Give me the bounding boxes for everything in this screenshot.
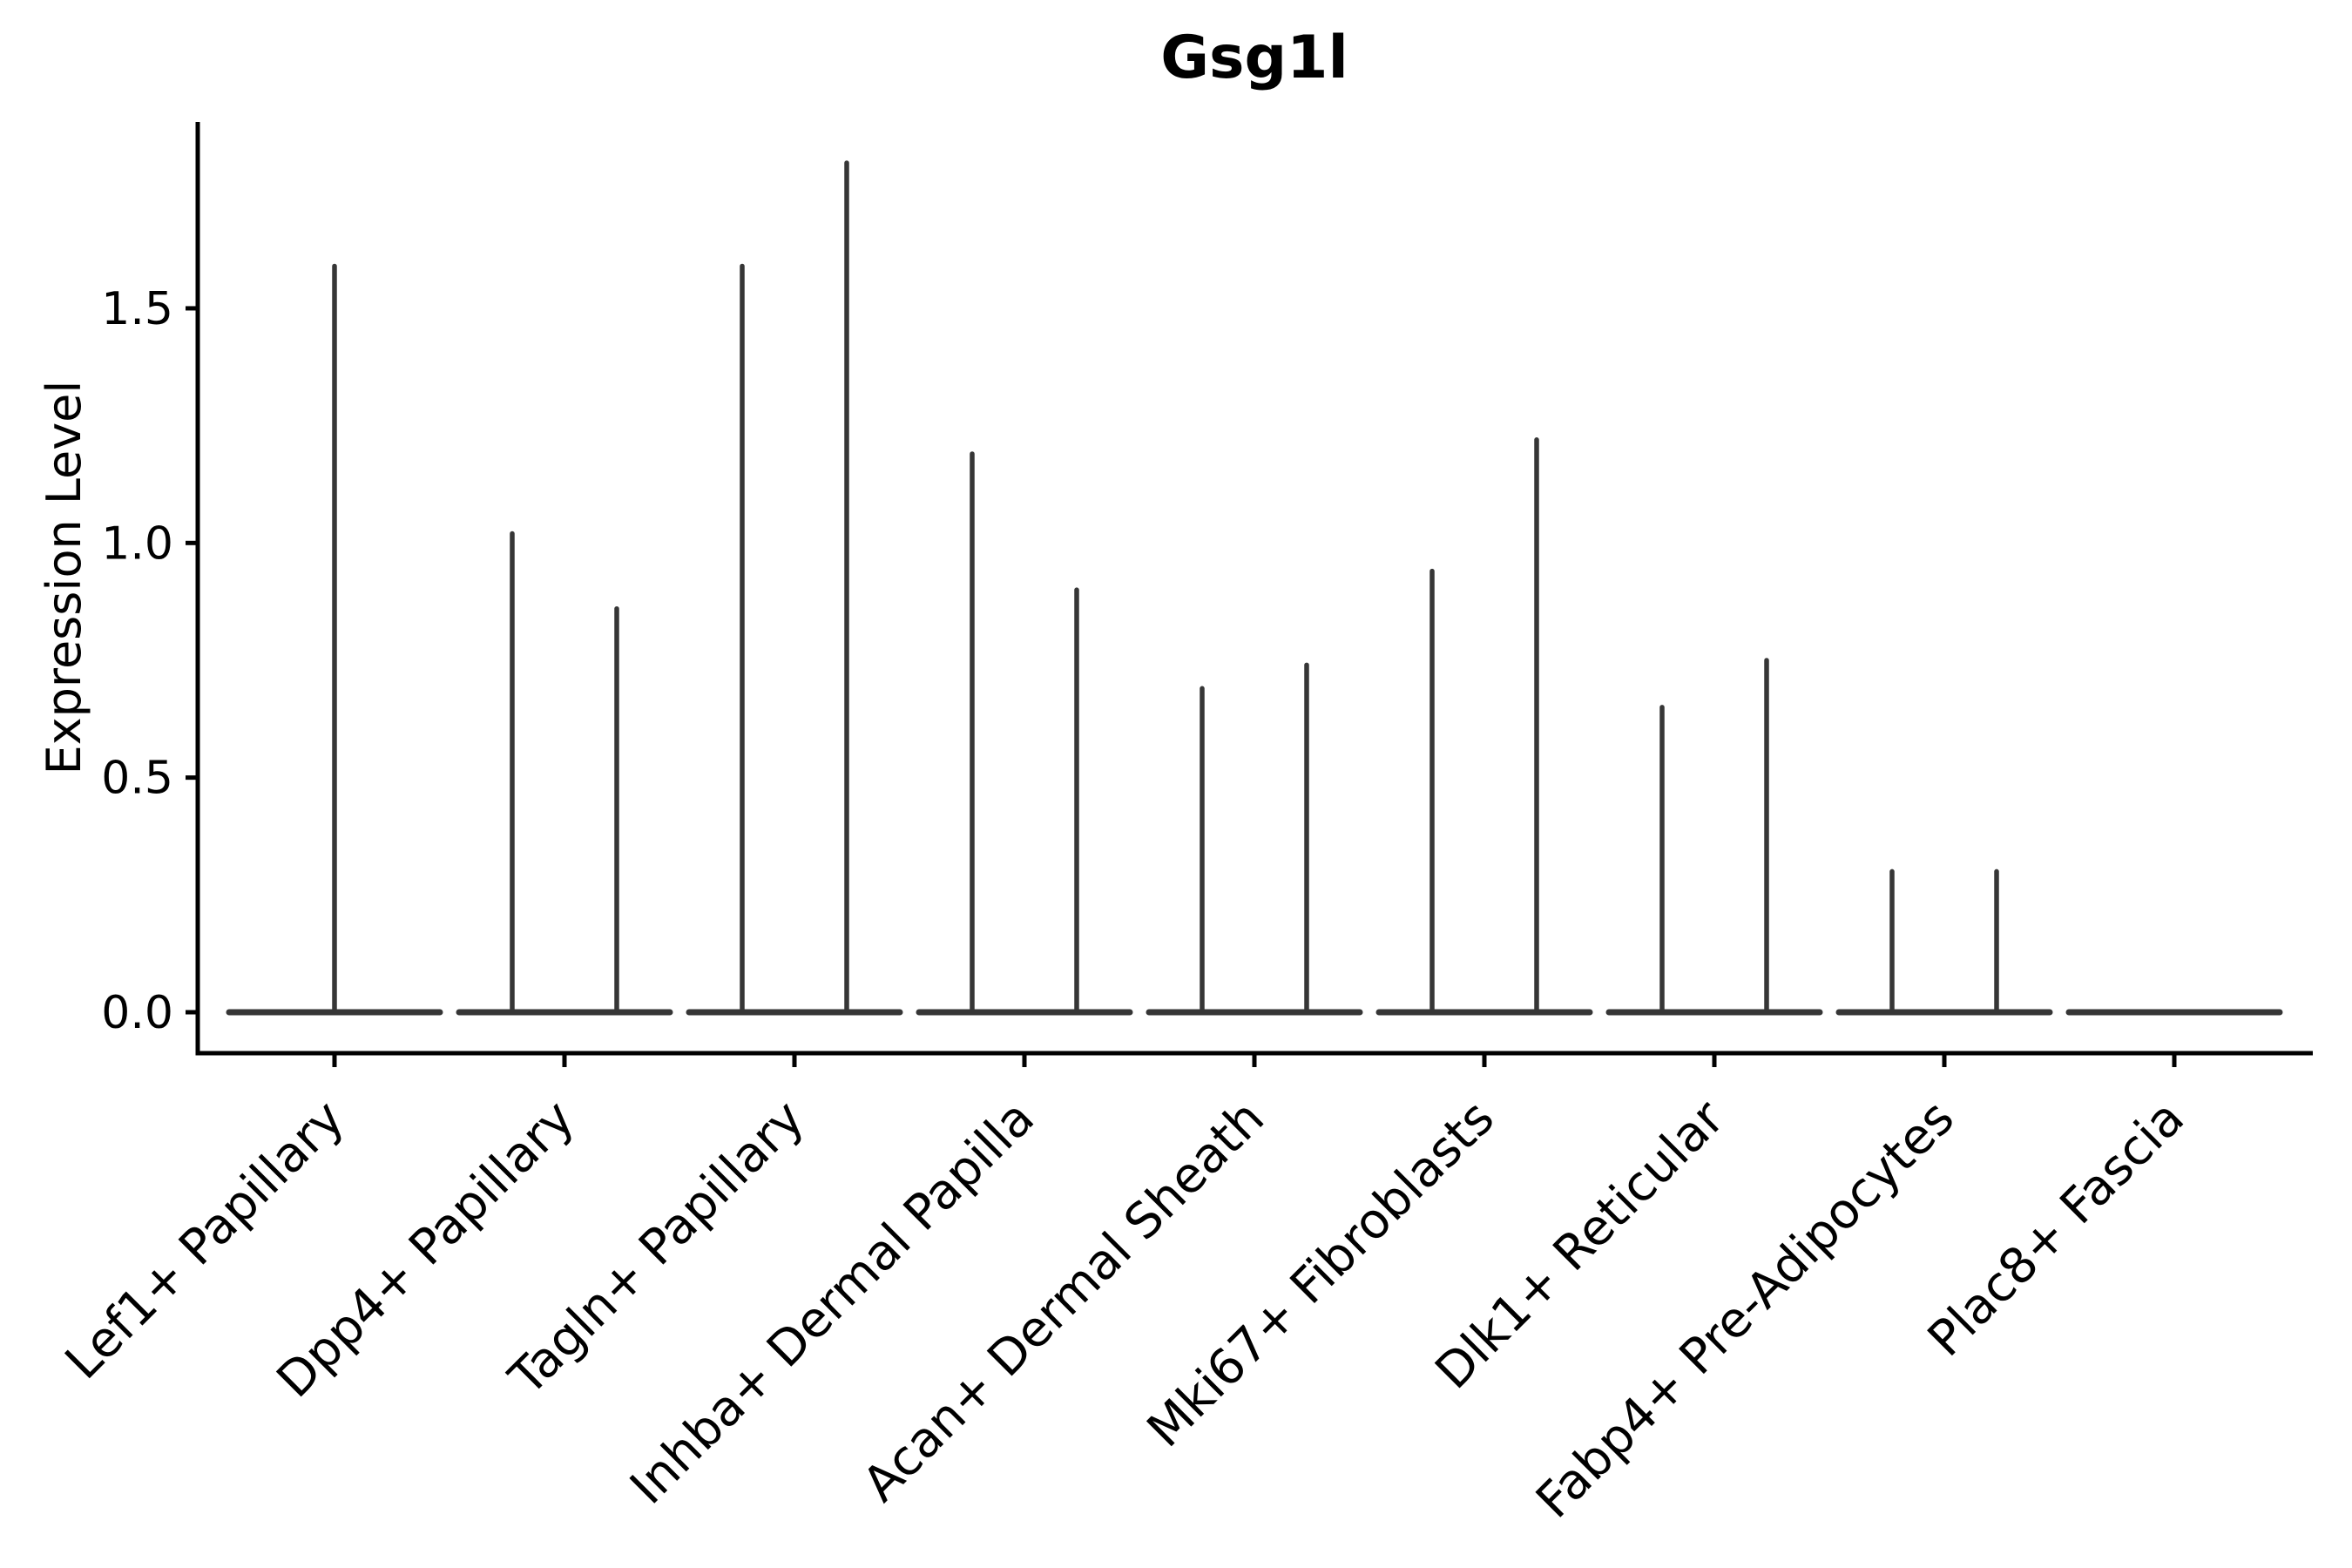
y-tick-label: 0.5	[101, 753, 173, 805]
y-tick-label: 0.0	[101, 987, 173, 1039]
y-tick-label: 1.0	[101, 517, 173, 570]
x-tick-label: Inhba+ Dermal Papilla	[619, 1090, 1045, 1516]
x-tick-label: Acan+ Dermal Sheath	[852, 1090, 1275, 1513]
x-tick-label: Fabp4+ Pre-Adipocytes	[1525, 1090, 1965, 1530]
y-tick-label: 1.5	[101, 283, 173, 335]
chart-title: Gsg1l	[1160, 24, 1348, 92]
